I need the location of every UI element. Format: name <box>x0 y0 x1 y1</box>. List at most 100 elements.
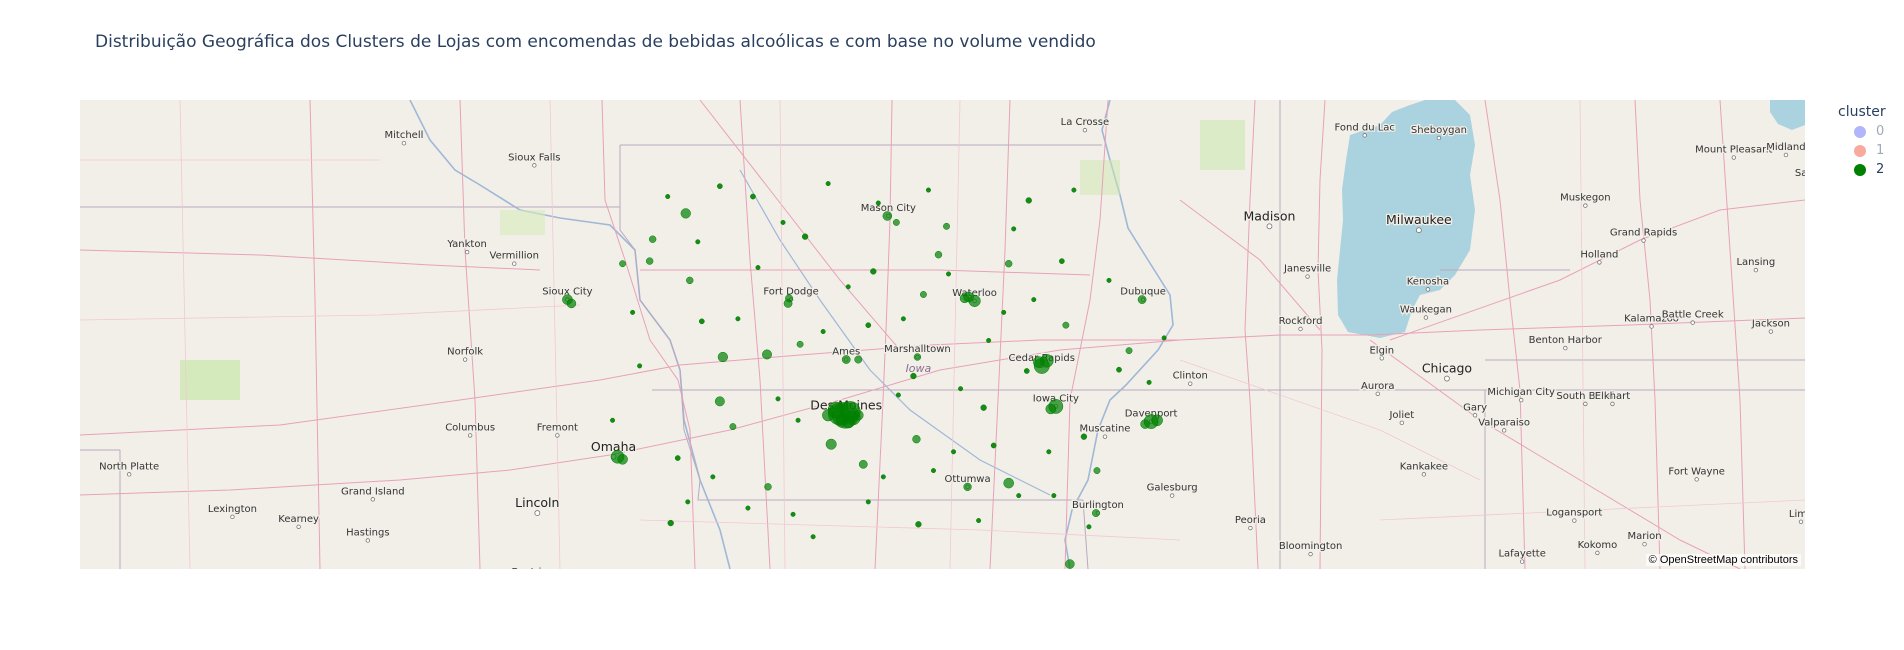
data-point[interactable] <box>835 413 849 427</box>
map-canvas[interactable]: Mitchell Sioux Falls La Crosse Sheboygan Mou… <box>80 100 1805 569</box>
data-point[interactable] <box>1125 347 1133 355</box>
data-point[interactable] <box>695 239 701 245</box>
data-point[interactable] <box>958 386 964 392</box>
data-point[interactable] <box>951 449 957 455</box>
data-point[interactable] <box>783 299 793 308</box>
data-point[interactable] <box>566 298 577 309</box>
data-point[interactable] <box>1065 559 1075 569</box>
data-point[interactable] <box>880 474 886 480</box>
data-point[interactable] <box>882 211 893 221</box>
data-point[interactable] <box>959 293 970 304</box>
data-point[interactable] <box>841 355 851 364</box>
data-point[interactable] <box>822 409 835 422</box>
data-point[interactable] <box>1051 493 1057 499</box>
data-point[interactable] <box>1033 356 1045 368</box>
data-point[interactable] <box>1062 321 1070 329</box>
data-point[interactable] <box>925 187 931 193</box>
data-point[interactable] <box>630 309 636 315</box>
data-point[interactable] <box>852 409 864 421</box>
data-point[interactable] <box>729 423 737 431</box>
data-point[interactable] <box>1086 524 1092 530</box>
data-point[interactable] <box>912 435 921 444</box>
data-point[interactable] <box>1045 403 1057 415</box>
data-point[interactable] <box>820 329 826 335</box>
series-2[interactable] <box>562 181 1167 569</box>
data-point[interactable] <box>934 250 943 259</box>
data-point[interactable] <box>1106 277 1112 283</box>
data-point[interactable] <box>854 355 863 364</box>
data-point[interactable] <box>1092 509 1100 518</box>
data-point[interactable] <box>775 396 781 402</box>
data-point[interactable] <box>1161 335 1167 341</box>
data-point[interactable] <box>1023 368 1030 374</box>
data-point[interactable] <box>976 518 982 524</box>
data-point[interactable] <box>710 474 716 480</box>
data-point[interactable] <box>667 519 674 527</box>
data-point[interactable] <box>764 483 772 491</box>
data-point[interactable] <box>610 417 616 423</box>
map-area[interactable]: Mitchell Sioux Falls La Crosse Sheboygan Mou… <box>80 100 1805 569</box>
data-point[interactable] <box>865 499 871 505</box>
data-point[interactable] <box>1146 379 1152 385</box>
data-point[interactable] <box>990 442 997 449</box>
data-point[interactable] <box>1016 493 1022 499</box>
data-point[interactable] <box>1025 197 1032 204</box>
data-point[interactable] <box>810 534 816 540</box>
data-point[interactable] <box>717 183 723 190</box>
data-point[interactable] <box>796 340 804 348</box>
data-point[interactable] <box>865 322 872 329</box>
data-point[interactable] <box>1005 259 1013 268</box>
data-point[interactable] <box>946 271 952 277</box>
data-point[interactable] <box>1151 414 1163 427</box>
data-point[interactable] <box>875 200 881 206</box>
data-point[interactable] <box>755 265 761 271</box>
data-point[interactable] <box>717 351 728 363</box>
data-point[interactable] <box>735 316 741 322</box>
data-point[interactable] <box>780 219 786 225</box>
data-point[interactable] <box>892 219 900 226</box>
data-point[interactable] <box>920 291 927 298</box>
data-point[interactable] <box>801 233 809 240</box>
data-point[interactable] <box>963 482 972 492</box>
data-point[interactable] <box>986 337 992 343</box>
data-point[interactable] <box>845 284 851 290</box>
data-point[interactable] <box>943 222 950 230</box>
data-point[interactable] <box>745 505 751 511</box>
data-point[interactable] <box>665 194 671 200</box>
data-point[interactable] <box>910 372 917 380</box>
data-point[interactable] <box>1140 419 1150 429</box>
data-point[interactable] <box>1116 366 1122 373</box>
data-point[interactable] <box>790 511 796 517</box>
data-point[interactable] <box>619 260 627 268</box>
data-point[interactable] <box>1137 295 1147 304</box>
data-point[interactable] <box>825 438 837 450</box>
data-point[interactable] <box>858 459 868 469</box>
data-point[interactable] <box>645 257 654 265</box>
data-point[interactable] <box>617 454 628 465</box>
data-point[interactable] <box>900 316 906 322</box>
data-point[interactable] <box>762 349 772 360</box>
data-point[interactable] <box>714 396 725 407</box>
map-attribution[interactable]: © OpenStreetMap contributors <box>1645 554 1801 566</box>
data-point[interactable] <box>1080 433 1088 440</box>
data-point[interactable] <box>750 193 756 200</box>
data-point[interactable] <box>1046 449 1052 455</box>
data-point[interactable] <box>674 455 681 461</box>
data-point[interactable] <box>895 392 901 398</box>
data-point[interactable] <box>915 521 922 528</box>
data-point[interactable] <box>1011 226 1017 232</box>
data-point[interactable] <box>930 468 936 474</box>
data-point[interactable] <box>685 499 691 505</box>
data-point[interactable] <box>698 318 705 325</box>
data-point[interactable] <box>680 208 691 219</box>
data-point[interactable] <box>1001 309 1007 315</box>
data-point[interactable] <box>1093 467 1101 475</box>
legend-item-2[interactable]: 2 <box>1854 160 1886 179</box>
data-point[interactable] <box>1003 477 1014 489</box>
data-point[interactable] <box>913 353 922 361</box>
legend-item-1[interactable]: 1 <box>1854 141 1886 160</box>
data-point[interactable] <box>1071 187 1077 193</box>
data-point[interactable] <box>980 404 987 411</box>
data-point[interactable] <box>637 363 643 369</box>
data-point[interactable] <box>1058 258 1065 264</box>
